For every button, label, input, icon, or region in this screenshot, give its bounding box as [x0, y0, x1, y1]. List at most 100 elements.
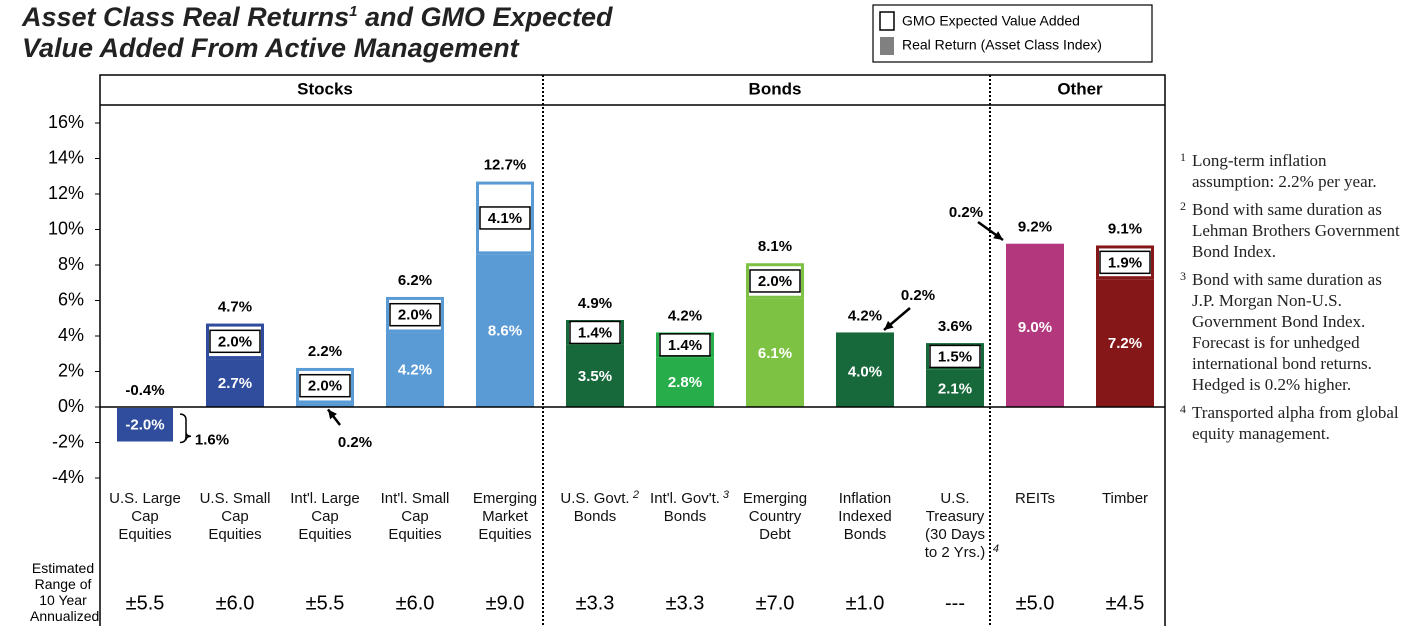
range-label: ±4.5 — [1106, 592, 1145, 614]
value-added-label: 1.5% — [938, 348, 972, 365]
category-text: U.S. Small Cap Equities — [199, 490, 271, 543]
x-tick-label: Inflation Indexed Bonds — [819, 490, 911, 544]
category-note: 3 — [722, 489, 729, 501]
value-added-label: 2.0% — [758, 273, 792, 290]
y-tick-label: 2% — [58, 360, 84, 380]
x-tick-label: U.S. Large Cap Equities — [99, 490, 191, 544]
title-text: and GMO Expected Value Added From Active… — [22, 2, 613, 63]
footnote: 4 Transported alpha from global equity ma… — [1180, 402, 1405, 444]
arrow-head — [993, 231, 1003, 240]
category-text: U.S. Govt. Bonds — [560, 490, 630, 525]
group-label: Other — [1057, 79, 1103, 98]
value-label-box — [479, 206, 531, 230]
footnote: 3 Bond with same duration as J.P. Morgan … — [1180, 269, 1405, 395]
value-label-box — [1099, 250, 1151, 275]
real-return-bar — [746, 298, 804, 407]
category-text: Emerging Market Equities — [472, 490, 538, 543]
category-note: 4 — [992, 543, 999, 555]
value-added-label: 2.0% — [398, 307, 432, 324]
arrow-head — [884, 320, 894, 330]
value-added-label: 1.9% — [1108, 254, 1142, 271]
range-label: ±5.5 — [306, 592, 345, 614]
value-label-box — [569, 320, 621, 345]
x-tick-label: Emerging Market Equities — [459, 490, 551, 544]
y-tick-label: 16% — [48, 112, 84, 132]
y-tick-label: 10% — [48, 218, 84, 238]
x-tick-label: U.S. Treasury (30 Days to 2 Yrs.) 4 — [909, 490, 1001, 562]
real-return-label: 7.2% — [1108, 335, 1142, 352]
group-label: Stocks — [297, 79, 353, 98]
value-label-box — [299, 373, 351, 398]
total-label: 2.2% — [308, 343, 342, 360]
real-return-label: 9.0% — [1018, 319, 1052, 336]
range-title: Estimated Range of 10 Year Annualized Re… — [30, 560, 100, 626]
value-added-label: 4.1% — [488, 210, 522, 227]
value-added-label: 0.2% — [901, 287, 935, 304]
legend-label: GMO Expected Value Added — [902, 13, 1080, 29]
real-return-bar — [115, 406, 175, 444]
category-text: Int'l. Gov't. Bonds — [650, 490, 720, 525]
range-label: ±6.0 — [396, 592, 435, 614]
range-label: --- — [945, 592, 965, 614]
real-return-label: 8.6% — [488, 323, 522, 340]
value-added-bar — [836, 332, 894, 337]
real-return-label: 2.7% — [218, 375, 252, 392]
x-tick-label: Emerging Country Debt — [729, 490, 821, 544]
value-added-label: 0.2% — [949, 204, 983, 221]
legend-frame — [872, 4, 1153, 63]
title-note: 1 — [349, 3, 358, 20]
x-tick-label: Int'l. Gov't. Bonds 3 — [639, 489, 731, 526]
total-label: 9.1% — [1108, 220, 1142, 237]
range-label: ±5.0 — [1016, 592, 1055, 614]
footnote-text: Long-term inflation assumption: 2.2% per… — [1192, 151, 1377, 191]
value-added-label: 1.6% — [195, 431, 229, 448]
category-text: Emerging Country Debt — [742, 490, 808, 543]
footnote-mark: 2 — [1180, 199, 1186, 213]
footnote-mark: 4 — [1180, 402, 1186, 416]
x-tick-label: Int'l. Small Cap Equities — [369, 490, 461, 544]
footnote: 2 Bond with same duration as Lehman Broth… — [1180, 199, 1405, 262]
real-return-bar — [476, 254, 534, 407]
range-label: ±1.0 — [846, 592, 885, 614]
x-tick-label: Timber — [1079, 490, 1171, 508]
real-return-label: 4.2% — [398, 362, 432, 379]
footnote-mark: 3 — [1180, 269, 1186, 283]
range-label: ±3.3 — [576, 592, 615, 614]
value-added-label: 1.4% — [668, 337, 702, 354]
y-tick-label: 12% — [48, 183, 84, 203]
real-return-bar — [656, 357, 714, 407]
category-text: REITs — [1014, 490, 1055, 507]
x-tick-label: REITs — [989, 490, 1081, 508]
footnote-text: Bond with same duration as J.P. Morgan N… — [1192, 270, 1382, 394]
legend: GMO Expected Value Added Real Return (Ass… — [872, 4, 1153, 63]
real-return-label: -2.0% — [125, 417, 164, 434]
total-label: 8.1% — [758, 238, 792, 255]
value-added-brace — [179, 413, 192, 444]
total-label: 4.7% — [218, 299, 252, 316]
value-added-label: 2.0% — [218, 333, 252, 350]
total-label: 4.2% — [848, 307, 882, 324]
y-tick-label: -4% — [52, 467, 84, 487]
value-label-box — [209, 329, 261, 354]
footnote-text: Transported alpha from global equity man… — [1192, 403, 1399, 443]
y-tick-label: 8% — [58, 254, 84, 274]
x-tick-label: Int'l. Large Cap Equities — [279, 490, 371, 544]
chart-title: Asset Class Real Returns1 and GMO Expect… — [22, 0, 662, 64]
value-label-box — [929, 344, 981, 369]
plot-frame — [99, 74, 1166, 626]
footnote-mark: 1 — [1180, 150, 1186, 164]
real-return-bar — [836, 336, 894, 407]
real-return-bar — [296, 403, 354, 407]
legend-swatch — [880, 37, 894, 55]
category-text: U.S. Large Cap Equities — [109, 490, 181, 543]
y-tick-label: 0% — [58, 396, 84, 416]
real-return-label: 0.2% — [338, 434, 372, 451]
y-tick-label: 14% — [48, 147, 84, 167]
range-label: ±9.0 — [486, 592, 525, 614]
arrow-head — [328, 409, 337, 420]
real-return-label: 2.1% — [938, 380, 972, 397]
total-label: -0.4% — [125, 382, 164, 399]
real-return-label: 2.8% — [668, 374, 702, 391]
